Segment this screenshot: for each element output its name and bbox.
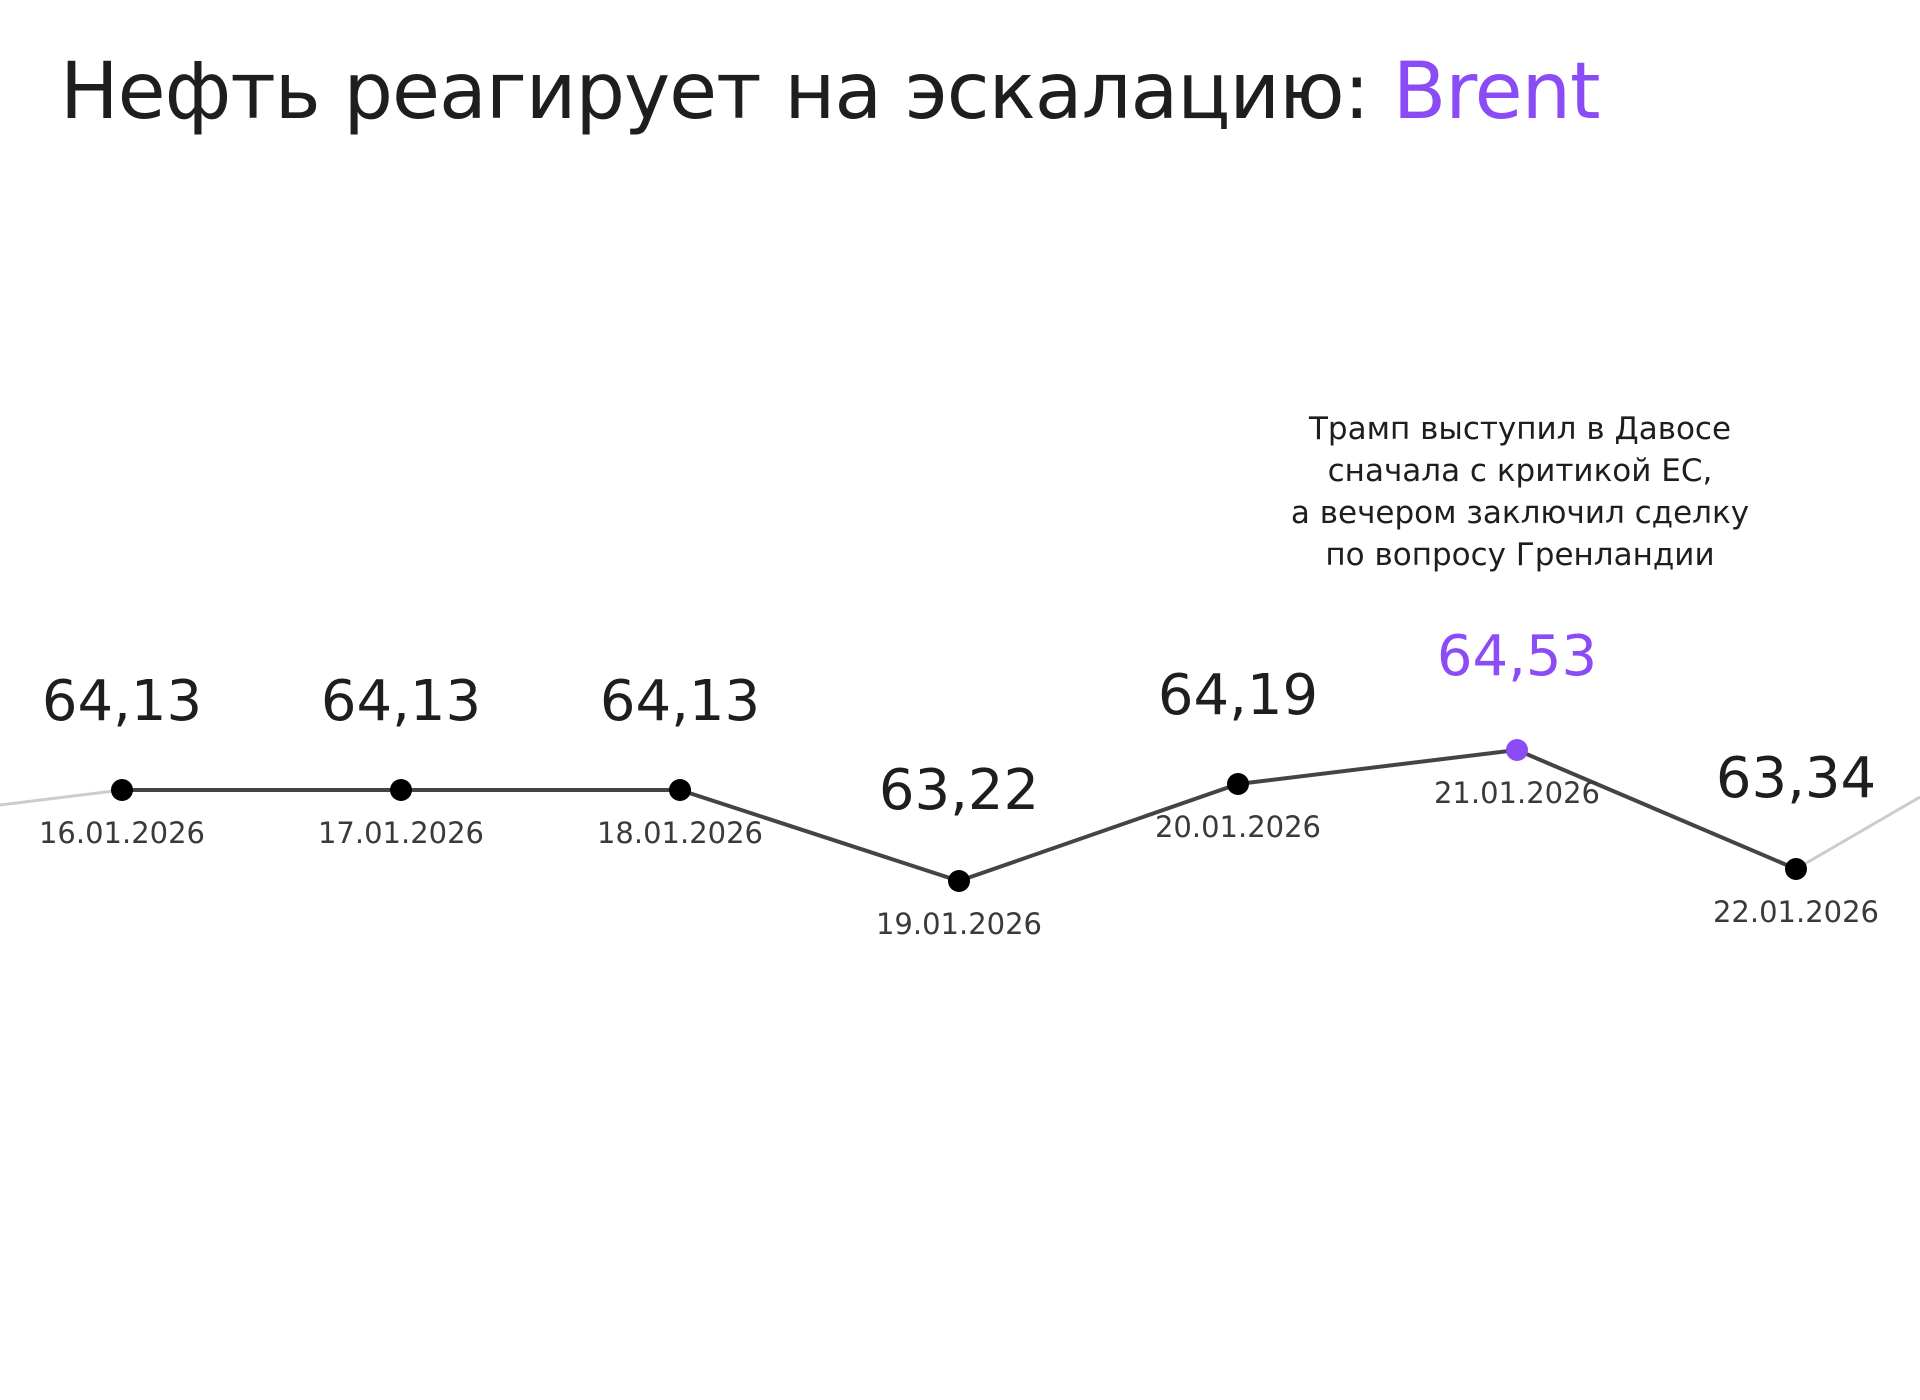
event-annotation: Трамп выступил в Давосе сначала с критик… bbox=[1260, 408, 1780, 576]
context-line-right bbox=[1795, 795, 1920, 871]
data-point bbox=[1785, 858, 1807, 880]
chart-title: Нефть реагирует на эскалацию: Brent bbox=[60, 44, 1601, 140]
date-label: 16.01.2026 bbox=[39, 816, 205, 850]
date-label: 20.01.2026 bbox=[1155, 810, 1321, 844]
date-label: 22.01.2026 bbox=[1713, 895, 1879, 929]
data-point bbox=[948, 870, 970, 892]
value-label: 63,22 bbox=[879, 758, 1039, 823]
context-line-left bbox=[0, 788, 123, 807]
value-label: 63,34 bbox=[1716, 746, 1876, 811]
data-point bbox=[1227, 773, 1249, 795]
value-label: 64,13 bbox=[321, 669, 481, 734]
annotation-line: сначала с критикой ЕС, bbox=[1327, 453, 1713, 489]
annotation-line: а вечером заключил сделку bbox=[1290, 495, 1750, 531]
value-label: 64,13 bbox=[42, 669, 202, 734]
data-point bbox=[1506, 739, 1528, 761]
chart-title-main: Нефть реагирует на эскалацию: bbox=[60, 47, 1393, 137]
value-label: 64,53 bbox=[1437, 624, 1597, 689]
data-point bbox=[111, 779, 133, 801]
date-label: 17.01.2026 bbox=[318, 816, 484, 850]
annotation-line: Трамп выступил в Давосе bbox=[1308, 411, 1732, 447]
chart-title-accent: Brent bbox=[1392, 47, 1601, 137]
value-label: 64,13 bbox=[600, 669, 760, 734]
annotation-line: по вопросу Гренландии bbox=[1325, 537, 1715, 573]
date-label: 18.01.2026 bbox=[597, 816, 763, 850]
data-point bbox=[669, 779, 691, 801]
value-label: 64,19 bbox=[1158, 663, 1318, 728]
date-label: 21.01.2026 bbox=[1434, 776, 1600, 810]
date-label: 19.01.2026 bbox=[876, 907, 1042, 941]
data-point bbox=[390, 779, 412, 801]
